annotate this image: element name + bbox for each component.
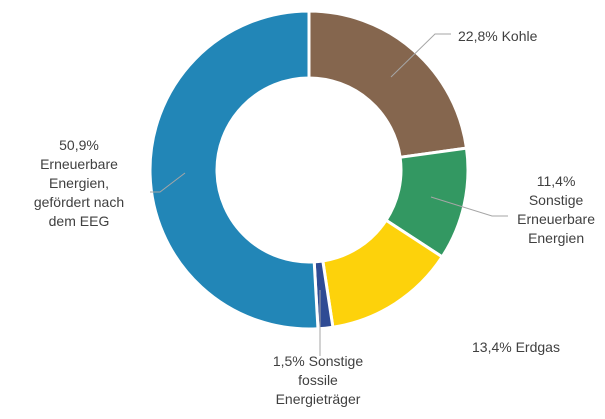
leader-line-sonstige-erneuerbare — [430, 196, 508, 217]
data-label-line: dem EEG — [48, 213, 110, 229]
data-label-line: 13,4% Erdgas — [472, 339, 560, 355]
slice-erneuerbare-energien-gefordert-nach-dem-eeg — [148, 9, 320, 331]
leader-line-erneuerbare-eeg — [150, 172, 186, 193]
data-label-line: 22,8% Kohle — [458, 28, 538, 44]
data-label-line: 50,9% — [59, 137, 99, 153]
data-label-line: 11,4% — [536, 173, 576, 189]
data-label-line: Sonstige — [528, 192, 584, 208]
data-label-line: Erneuerbare — [40, 156, 118, 172]
slice-kohle — [307, 9, 468, 159]
data-label-line: 1,5% Sonstige — [272, 353, 364, 369]
data-label-kohle: 22,8% Kohle — [458, 27, 537, 46]
data-label-line: Energien — [528, 230, 585, 246]
data-label-line: Erneuerbare — [517, 211, 595, 227]
data-label-line: fossile — [298, 372, 338, 388]
data-label-erneuerbare-eeg: 50,9% Erneuerbare Energien, gefördert na… — [6, 136, 152, 231]
data-label-erdgas: 13,4% Erdgas — [472, 338, 560, 357]
data-label-sonstige-fossile: 1,5% Sonstige fossile Energieträger — [264, 352, 372, 409]
leader-line-kohle — [390, 33, 451, 78]
data-label-line: Energien, — [49, 175, 109, 191]
data-label-line: gefördert nach — [33, 194, 125, 210]
data-label-line: Energieträger — [275, 391, 361, 407]
data-label-sonstige-erneuerbare: 11,4% Sonstige Erneuerbare Energien — [517, 172, 595, 248]
